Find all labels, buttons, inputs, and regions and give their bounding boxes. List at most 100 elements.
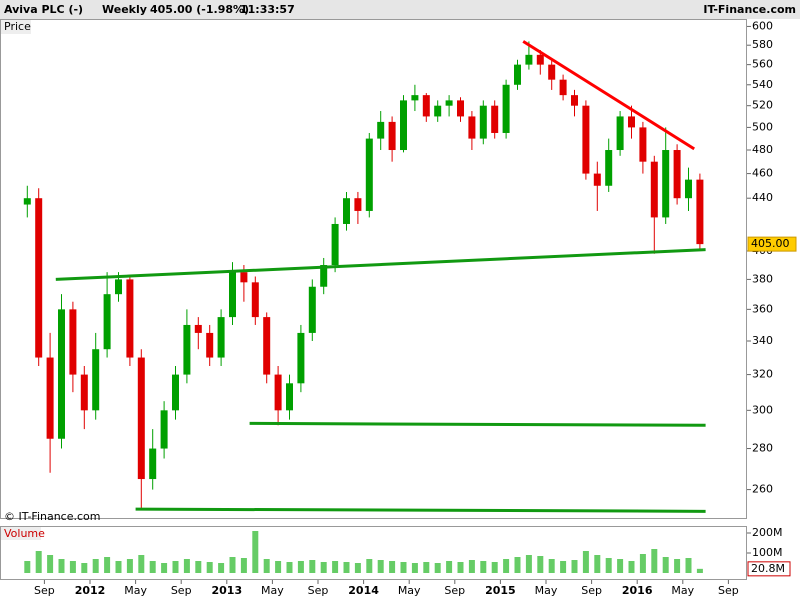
candle-body — [605, 150, 613, 186]
candle-body — [400, 100, 407, 151]
candle-body — [308, 286, 316, 333]
volume-bar — [617, 559, 624, 573]
candle-body — [35, 198, 43, 358]
candle-body — [468, 116, 476, 139]
volume-bar — [275, 561, 282, 573]
candle-body — [662, 150, 670, 218]
y-tick-label: 520 — [752, 99, 773, 112]
trend-line — [55, 248, 706, 281]
candle-body — [160, 410, 168, 449]
candle-body — [343, 198, 350, 224]
volume-bar — [674, 559, 681, 573]
candle-body — [137, 357, 145, 480]
candle-body — [434, 105, 442, 117]
volume-bar — [628, 561, 635, 573]
volume-bar — [69, 561, 76, 573]
y-tick-label: 460 — [752, 167, 773, 180]
volume-bar — [389, 561, 396, 573]
x-tick-label: Sep — [581, 584, 602, 597]
y-tick-label: 320 — [752, 368, 773, 381]
candle-body — [240, 272, 248, 283]
price-label: Price — [4, 20, 31, 33]
x-tick-label: Sep — [308, 584, 329, 597]
volume-bar — [434, 563, 441, 573]
candle-body — [354, 198, 362, 211]
volume-bar — [491, 562, 498, 573]
volume-bar — [537, 556, 544, 573]
volume-bar — [286, 562, 293, 573]
y-tick-label: 580 — [752, 38, 773, 51]
volume-bar — [35, 551, 42, 573]
candle-body — [92, 349, 100, 411]
x-tick-label: Sep — [718, 584, 739, 597]
volume-tag — [1, 527, 41, 540]
header-bar — [0, 0, 800, 19]
candle-body — [149, 448, 157, 480]
candle-body — [445, 100, 453, 106]
volume-bar — [639, 554, 646, 573]
volume-bar — [503, 559, 510, 573]
trend-line — [249, 421, 706, 427]
candle-body — [377, 121, 385, 139]
y-tick-label: 360 — [752, 302, 773, 315]
volume-bar — [81, 563, 88, 573]
candle-body — [286, 383, 293, 411]
volume-bar — [525, 555, 532, 573]
candle-body — [673, 150, 681, 199]
volume-bar — [229, 557, 236, 573]
volume-bar — [240, 558, 247, 573]
candle-body — [80, 374, 88, 411]
volume-bar — [104, 557, 111, 573]
volume-bar — [309, 560, 316, 573]
price-panel — [0, 19, 747, 519]
volume-panel — [0, 526, 747, 580]
x-tick-label: 2012 — [75, 584, 106, 597]
x-tick-label: Sep — [171, 584, 192, 597]
trend-line — [522, 40, 695, 151]
volume-bar — [47, 555, 54, 573]
volume-bar — [480, 561, 487, 573]
volume-label: Volume — [4, 527, 45, 540]
candle-body — [479, 105, 487, 139]
volume-bar — [468, 560, 475, 573]
volume-bar — [92, 559, 99, 573]
volume-bar — [354, 563, 361, 573]
volume-bar — [400, 562, 407, 573]
x-tick-label: May — [398, 584, 421, 597]
candle-body — [46, 357, 54, 439]
candle-body — [206, 332, 214, 358]
candle-body — [126, 279, 134, 358]
volume-bar — [126, 559, 133, 573]
candle-body — [491, 105, 499, 133]
current-volume-label: 20.8M — [751, 562, 785, 575]
candle-body — [411, 95, 419, 101]
volume-bar — [571, 560, 578, 573]
volume-bar — [605, 558, 612, 573]
instrument: Aviva PLC (-) — [4, 3, 83, 16]
candle-body — [536, 54, 544, 65]
x-tick-label: May — [535, 584, 558, 597]
x-tick-label: 2015 — [485, 584, 516, 597]
candle-body — [172, 374, 179, 411]
volume-bar — [582, 551, 589, 573]
y-tick-label: 560 — [752, 58, 773, 71]
quote: 405.00 (-1.98%) — [150, 3, 249, 16]
candle-body — [628, 116, 635, 128]
volume-bar — [377, 560, 384, 573]
volume-bar — [138, 555, 145, 573]
watermark: © IT-Finance.com — [4, 510, 101, 523]
x-tick-label: 2016 — [622, 584, 653, 597]
volume-bar — [446, 561, 453, 573]
volume-tick-label: 100M — [752, 546, 783, 559]
candle-body — [194, 324, 202, 333]
volume-bar — [297, 561, 304, 573]
volume-bar — [696, 568, 703, 573]
candle-body — [639, 127, 647, 162]
current-price-label: 405.00 — [751, 237, 790, 250]
volume-bar — [320, 562, 327, 573]
candle-body — [58, 309, 65, 439]
volume-bar — [183, 559, 190, 573]
volume-tick-label: 200M — [752, 526, 783, 539]
volume-bar — [423, 562, 430, 573]
